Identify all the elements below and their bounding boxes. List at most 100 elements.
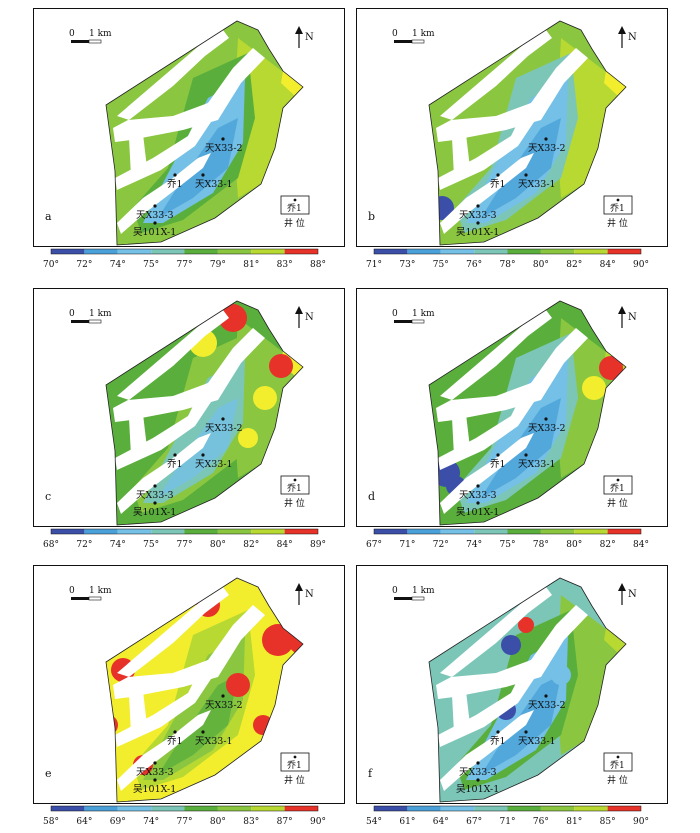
- well-marker: [476, 484, 480, 488]
- colorbar-swatch: [51, 249, 85, 254]
- svg-text:N: N: [628, 589, 637, 600]
- svg-text:1 km: 1 km: [89, 309, 112, 319]
- colorbar-tick-label: 90°: [310, 817, 326, 827]
- colorbar-tick-label: 79°: [210, 260, 226, 270]
- well-marker: [153, 204, 157, 208]
- colorbar-swatch: [574, 529, 608, 534]
- svg-text:乔1: 乔1: [287, 202, 302, 214]
- well-marker: [496, 173, 500, 177]
- svg-text:乔1: 乔1: [287, 482, 302, 494]
- well-marker: [544, 417, 548, 421]
- colorbar-tick-label: 75°: [143, 540, 159, 550]
- colorbar-tick-label: 72°: [76, 260, 92, 270]
- panel-letter: a: [45, 210, 52, 223]
- colorbar-swatch: [284, 806, 318, 811]
- well-legend: 乔1 井 位: [280, 195, 310, 229]
- colorbar-tick-label: 71°: [500, 817, 516, 827]
- well-legend: 乔1 井 位: [280, 752, 310, 786]
- svg-text:1 km: 1 km: [89, 586, 112, 596]
- colorbar-tick-label: 87°: [277, 817, 293, 827]
- well-marker: [173, 730, 177, 734]
- well-label: 天X33-1: [518, 459, 556, 470]
- well-marker: [476, 778, 480, 782]
- colorbar-tick-label: 89°: [310, 540, 326, 550]
- map-svg-c: c 0 1 km N 乔1 井 位 天X33-2 乔1 天X33-1 天X33-3 吴101X-1 6…: [33, 288, 345, 550]
- svg-text:0: 0: [69, 309, 75, 319]
- colorbar-swatch: [117, 529, 152, 534]
- colorbar-tick-label: 74°: [143, 817, 159, 827]
- channels: [436, 310, 588, 514]
- colorbar-swatch: [474, 529, 508, 534]
- scale-bar: 0 1 km: [392, 29, 435, 44]
- colorbar-tick-label: 77°: [177, 260, 193, 270]
- colorbar-tick-label: 80°: [210, 817, 226, 827]
- svg-text:井 位: 井 位: [284, 497, 305, 509]
- colorbar-tick-label: 75°: [500, 540, 516, 550]
- colorbar-swatch: [574, 249, 608, 254]
- colorbar-swatch: [607, 529, 641, 534]
- colorbar-swatch: [217, 806, 252, 811]
- svg-text:井 位: 井 位: [284, 217, 305, 229]
- colorbar-swatch: [607, 806, 641, 811]
- colorbar-tick-label: 61°: [399, 817, 415, 827]
- colorbar-tick-label: 68°: [43, 540, 59, 550]
- colorbar: 58° 64° 69° 74° 77° 80° 83° 87° 90°: [43, 805, 326, 827]
- channels: [113, 310, 265, 514]
- colorbar-swatch: [407, 529, 441, 534]
- colorbar-tick-label: 85°: [600, 817, 616, 827]
- colorbar-tick-label: 88°: [310, 260, 326, 270]
- well-label: 天X33-3: [136, 490, 174, 501]
- svg-text:0: 0: [392, 29, 398, 39]
- svg-text:乔1: 乔1: [610, 759, 625, 771]
- north-arrow-icon: N: [618, 306, 637, 328]
- colorbar-tick-label: 74°: [110, 540, 126, 550]
- svg-text:井 位: 井 位: [607, 497, 628, 509]
- colorbar-tick-label: 58°: [43, 817, 59, 827]
- well-label: 天X33-2: [205, 423, 243, 434]
- colorbar-tick-label: 76°: [533, 817, 549, 827]
- svg-text:1 km: 1 km: [412, 586, 435, 596]
- well-label: 天X33-2: [528, 423, 566, 434]
- scale-bar: 0 1 km: [392, 586, 435, 601]
- well-label: 天X33-3: [459, 210, 497, 221]
- colorbar-swatch: [217, 249, 252, 254]
- svg-text:N: N: [628, 312, 637, 323]
- colorbar-tick-label: 64°: [433, 817, 449, 827]
- svg-text:N: N: [305, 312, 314, 323]
- well-label: 乔1: [167, 458, 183, 470]
- colorbar-swatch: [284, 529, 318, 534]
- panel-letter: c: [45, 490, 51, 503]
- colorbar-tick-label: 75°: [433, 260, 449, 270]
- map-panel-a: a 0 1 km N 乔1 井 位 天X33-2 乔1 天X33-1 天X33-3 吴101X-1 7…: [33, 8, 345, 276]
- channels: [113, 30, 265, 234]
- colorbar-tick-label: 71°: [399, 540, 415, 550]
- well-marker: [173, 453, 177, 457]
- svg-text:0: 0: [69, 586, 75, 596]
- colorbar-swatch: [251, 529, 285, 534]
- colorbar-swatch: [251, 806, 285, 811]
- well-marker: [476, 501, 480, 505]
- svg-text:井 位: 井 位: [284, 774, 305, 786]
- colorbar-swatch: [117, 806, 152, 811]
- well-label: 天X33-3: [136, 210, 174, 221]
- well-label: 天X33-1: [195, 459, 233, 470]
- colorbar-swatch: [607, 249, 641, 254]
- colorbar-tick-label: 64°: [76, 817, 92, 827]
- svg-text:N: N: [305, 32, 314, 43]
- well-marker: [153, 221, 157, 225]
- well-label: 天X33-3: [459, 767, 497, 778]
- colorbar-swatch: [574, 806, 608, 811]
- map-svg-e: e 0 1 km N 乔1 井 位 天X33-2 乔1 天X33-1 天X33-3 吴101X-1 5…: [33, 565, 345, 827]
- panel-letter: b: [368, 210, 375, 223]
- svg-text:1 km: 1 km: [89, 29, 112, 39]
- colorbar-tick-label: 74°: [110, 260, 126, 270]
- well-marker: [153, 484, 157, 488]
- svg-text:0: 0: [69, 29, 75, 39]
- panel-letter: e: [45, 767, 52, 780]
- colorbar-swatch: [184, 806, 218, 811]
- colorbar-swatch: [407, 806, 441, 811]
- well-label: 天X33-2: [205, 700, 243, 711]
- colorbar-tick-label: 72°: [76, 540, 92, 550]
- colorbar-tick-label: 81°: [243, 260, 259, 270]
- colorbar-swatch: [540, 529, 575, 534]
